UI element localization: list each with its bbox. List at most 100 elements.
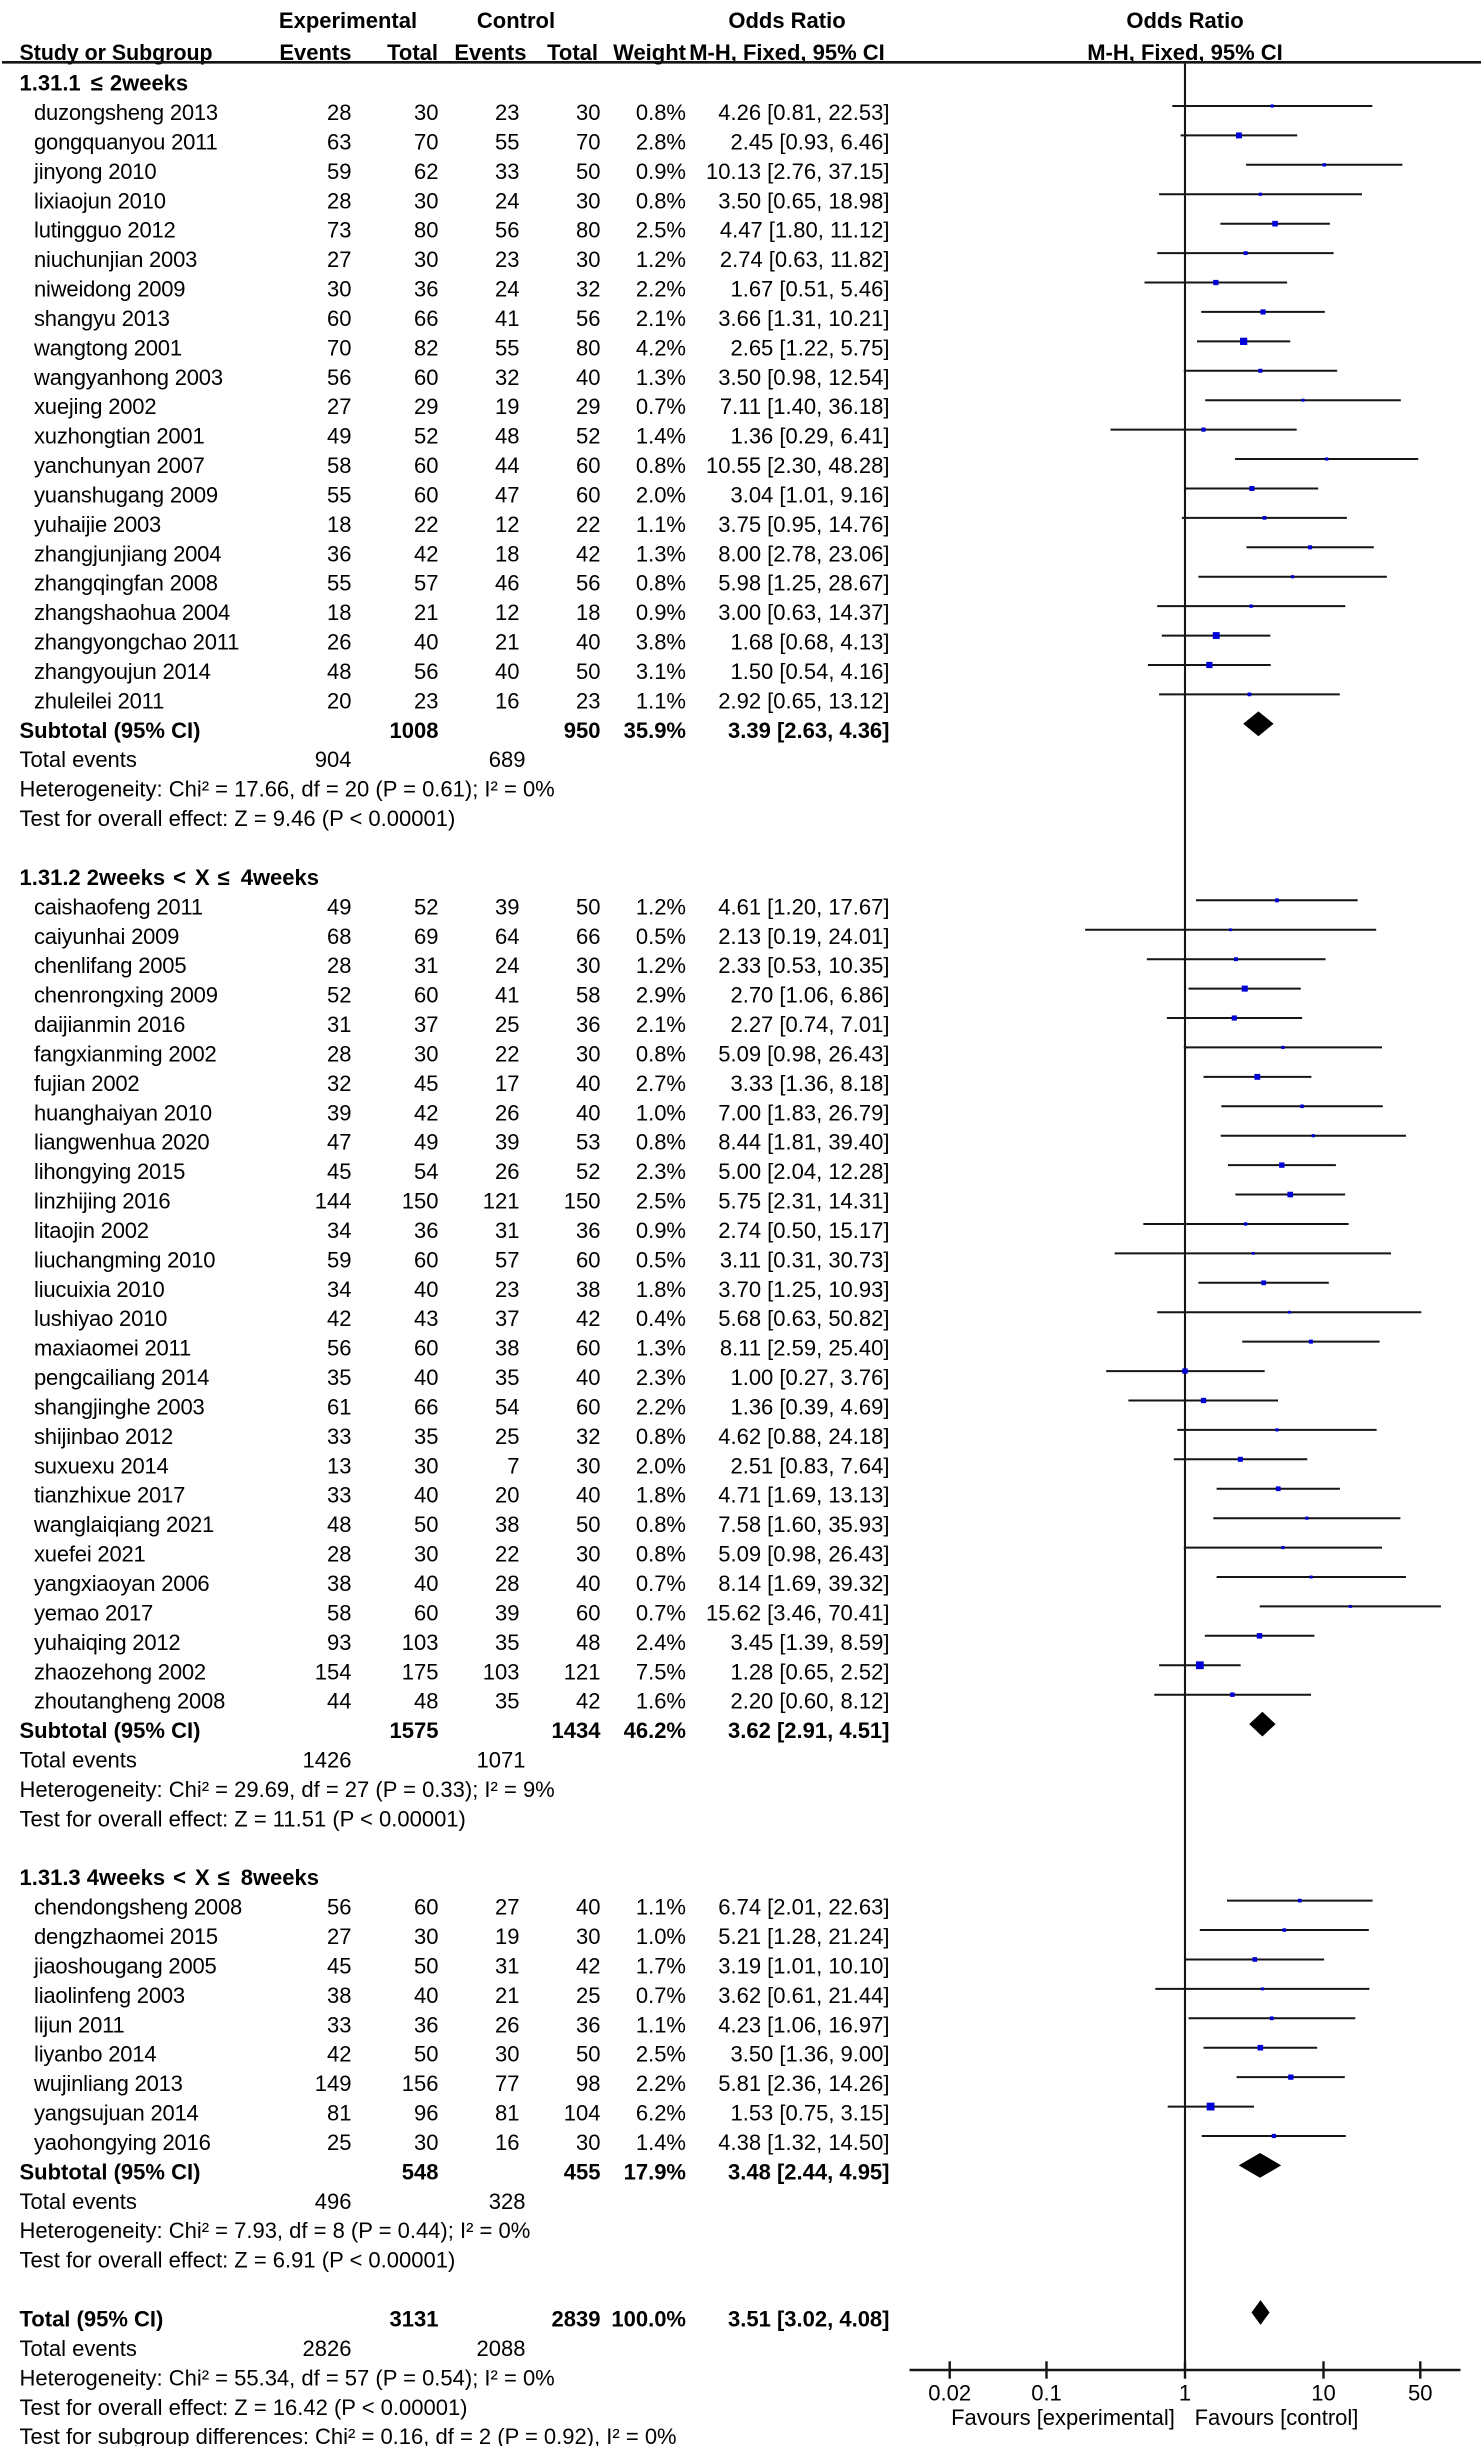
svg-text:55: 55 — [495, 335, 519, 360]
svg-text:18: 18 — [576, 600, 600, 625]
svg-text:48: 48 — [327, 659, 351, 684]
svg-text:liyanbo 2014: liyanbo 2014 — [34, 2042, 156, 2067]
svg-text:45: 45 — [327, 1954, 351, 1979]
svg-text:3.1%: 3.1% — [636, 659, 686, 684]
svg-text:26: 26 — [495, 1159, 519, 1184]
svg-text:80: 80 — [414, 218, 438, 243]
svg-text:zhangyongchao 2011: zhangyongchao 2011 — [34, 630, 239, 655]
svg-text:18: 18 — [327, 512, 351, 537]
svg-text:39: 39 — [495, 1600, 519, 1625]
svg-text:55: 55 — [495, 129, 519, 154]
svg-text:wangyanhong 2003: wangyanhong 2003 — [33, 365, 223, 390]
svg-text:33: 33 — [327, 1483, 351, 1508]
svg-text:Favours [experimental]: Favours [experimental] — [951, 2405, 1175, 2430]
svg-text:4.47 [1.80, 11.12]: 4.47 [1.80, 11.12] — [720, 218, 890, 243]
svg-text:38: 38 — [327, 1983, 351, 2008]
svg-text:64: 64 — [495, 924, 519, 949]
svg-text:21: 21 — [495, 630, 519, 655]
svg-text:Test for overall effect: Z = 1: Test for overall effect: Z = 16.42 (P < … — [20, 2395, 468, 2420]
svg-text:7.58 [1.60, 35.93]: 7.58 [1.60, 35.93] — [718, 1512, 889, 1537]
svg-text:50: 50 — [576, 894, 600, 919]
svg-text:zhangqingfan 2008: zhangqingfan 2008 — [34, 571, 218, 596]
svg-text:Odds Ratio: Odds Ratio — [1126, 8, 1243, 33]
svg-text:35: 35 — [327, 1365, 351, 1390]
svg-text:4.26 [0.81, 22.53]: 4.26 [0.81, 22.53] — [718, 100, 889, 125]
svg-text:1.8%: 1.8% — [636, 1277, 686, 1302]
svg-text:40: 40 — [414, 1277, 438, 1302]
svg-text:Experimental: Experimental — [279, 8, 417, 33]
svg-text:30: 30 — [414, 247, 438, 272]
svg-text:2.45 [0.93, 6.46]: 2.45 [0.93, 6.46] — [730, 129, 889, 154]
svg-text:30: 30 — [576, 1453, 600, 1478]
svg-text:49: 49 — [414, 1130, 438, 1155]
svg-text:5.98 [1.25, 28.67]: 5.98 [1.25, 28.67] — [718, 571, 889, 596]
svg-text:23: 23 — [495, 247, 519, 272]
svg-text:pengcailiang 2014: pengcailiang 2014 — [34, 1365, 209, 1390]
svg-text:30: 30 — [576, 188, 600, 213]
svg-text:lihongying 2015: lihongying 2015 — [34, 1159, 185, 1184]
svg-text:40: 40 — [414, 630, 438, 655]
svg-text:yaohongying 2016: yaohongying 2016 — [34, 2130, 211, 2155]
svg-text:80: 80 — [576, 218, 600, 243]
svg-text:49: 49 — [327, 894, 351, 919]
svg-text:1.4%: 1.4% — [636, 2130, 686, 2155]
svg-text:36: 36 — [576, 2012, 600, 2037]
svg-text:23: 23 — [495, 100, 519, 125]
svg-text:2.1%: 2.1% — [636, 1012, 686, 1037]
svg-text:48: 48 — [495, 424, 519, 449]
svg-text:1: 1 — [1179, 2381, 1191, 2406]
svg-text:38: 38 — [576, 1277, 600, 1302]
svg-text:lixiaojun 2010: lixiaojun 2010 — [34, 188, 166, 213]
svg-text:41: 41 — [495, 983, 519, 1008]
svg-text:Subtotal (95% CI): Subtotal (95% CI) — [20, 1718, 201, 1743]
svg-text:2.74 [0.50, 15.17]: 2.74 [0.50, 15.17] — [718, 1218, 889, 1243]
svg-text:68: 68 — [327, 924, 351, 949]
svg-text:10.13 [2.76, 37.15]: 10.13 [2.76, 37.15] — [706, 159, 890, 184]
svg-text:69: 69 — [414, 924, 438, 949]
svg-text:30: 30 — [414, 100, 438, 125]
svg-text:54: 54 — [414, 1159, 438, 1184]
svg-text:3.39 [2.63, 4.36]: 3.39 [2.63, 4.36] — [728, 718, 889, 743]
svg-text:35.9%: 35.9% — [624, 718, 686, 743]
svg-text:60: 60 — [414, 483, 438, 508]
svg-text:yanchunyan 2007: yanchunyan 2007 — [34, 453, 205, 478]
svg-text:1.1%: 1.1% — [636, 688, 686, 713]
svg-text:56: 56 — [576, 306, 600, 331]
svg-text:156: 156 — [402, 2071, 439, 2096]
svg-text:0.8%: 0.8% — [636, 100, 686, 125]
svg-text:40: 40 — [576, 1365, 600, 1390]
svg-text:60: 60 — [576, 483, 600, 508]
svg-text:496: 496 — [315, 2189, 352, 2214]
svg-text:0.8%: 0.8% — [636, 1542, 686, 1567]
svg-text:73: 73 — [327, 218, 351, 243]
svg-text:10: 10 — [1311, 2381, 1335, 2406]
svg-text:5.75 [2.31, 14.31]: 5.75 [2.31, 14.31] — [718, 1189, 889, 1214]
svg-text:31: 31 — [495, 1218, 519, 1243]
svg-text:niuchunjian 2003: niuchunjian 2003 — [34, 247, 197, 272]
svg-text:30: 30 — [576, 1041, 600, 1066]
svg-text:chenlifang 2005: chenlifang 2005 — [34, 953, 186, 978]
svg-text:2.5%: 2.5% — [636, 1189, 686, 1214]
svg-text:24: 24 — [495, 953, 519, 978]
svg-text:37: 37 — [495, 1306, 519, 1331]
svg-text:5.21 [1.28, 21.24]: 5.21 [1.28, 21.24] — [718, 1924, 889, 1949]
svg-text:Test for subgroup differences:: Test for subgroup differences: Chi² = 0.… — [20, 2424, 677, 2446]
svg-text:2.9%: 2.9% — [636, 983, 686, 1008]
svg-text:60: 60 — [414, 1336, 438, 1361]
svg-text:3131: 3131 — [390, 2307, 439, 2332]
svg-text:2826: 2826 — [303, 2336, 352, 2361]
svg-text:144: 144 — [315, 1189, 352, 1214]
svg-text:23: 23 — [414, 688, 438, 713]
svg-text:28: 28 — [495, 1571, 519, 1596]
svg-text:Heterogeneity: Chi² = 29.69, d: Heterogeneity: Chi² = 29.69, df = 27 (P … — [20, 1777, 555, 1802]
svg-text:22: 22 — [576, 512, 600, 537]
svg-text:28: 28 — [327, 188, 351, 213]
svg-text:26: 26 — [327, 630, 351, 655]
svg-text:Heterogeneity: Chi² = 7.93, df: Heterogeneity: Chi² = 7.93, df = 8 (P = … — [20, 2218, 531, 2243]
svg-text:60: 60 — [576, 453, 600, 478]
svg-text:35: 35 — [495, 1630, 519, 1655]
svg-text:63: 63 — [327, 129, 351, 154]
svg-text:55: 55 — [327, 483, 351, 508]
svg-text:lutingguo 2012: lutingguo 2012 — [34, 218, 176, 243]
svg-text:7.11 [1.40, 36.18]: 7.11 [1.40, 36.18] — [720, 394, 890, 419]
